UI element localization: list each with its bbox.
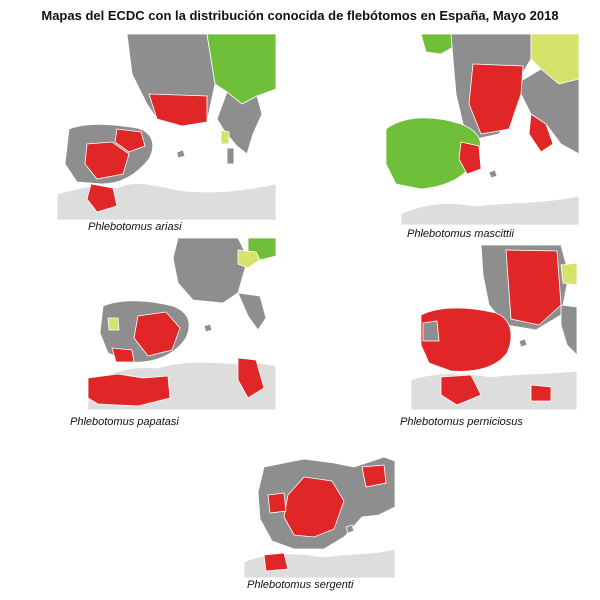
region-introduced bbox=[220, 129, 230, 145]
region-no-data bbox=[518, 338, 528, 348]
region-present bbox=[86, 183, 118, 213]
region-no-data bbox=[237, 292, 267, 331]
region-present bbox=[148, 93, 208, 127]
map-perniciosus bbox=[411, 245, 577, 410]
region-absent bbox=[206, 34, 276, 105]
region-present bbox=[505, 249, 562, 326]
region-absent bbox=[385, 117, 481, 190]
region-no-data bbox=[560, 304, 577, 356]
region-present bbox=[361, 464, 387, 488]
region-present bbox=[440, 374, 482, 406]
region-present bbox=[420, 307, 512, 372]
region-present bbox=[88, 373, 171, 407]
figure-title: Mapas del ECDC con la distribución conoc… bbox=[41, 8, 559, 23]
region-no-data bbox=[488, 169, 498, 179]
region-not-included bbox=[411, 370, 577, 410]
region-present bbox=[528, 113, 554, 153]
region-present bbox=[114, 128, 146, 153]
region-present bbox=[468, 63, 524, 135]
caption-mascittii: Phlebotomus mascittii bbox=[407, 228, 514, 240]
region-no-data bbox=[203, 323, 213, 333]
region-present bbox=[111, 347, 135, 363]
region-present bbox=[133, 311, 181, 357]
caption-ariasi: Phlebotomus ariasi bbox=[88, 221, 182, 233]
caption-perniciosus: Phlebotomus perniciosus bbox=[400, 416, 523, 428]
region-no-data bbox=[345, 524, 355, 534]
map-sergenti bbox=[244, 437, 395, 578]
caption-sergenti: Phlebotomus sergenti bbox=[247, 579, 354, 591]
region-no-data bbox=[226, 147, 235, 165]
region-present bbox=[283, 476, 345, 538]
map-ariasi bbox=[57, 34, 276, 220]
region-absent bbox=[420, 34, 456, 55]
region-not-included bbox=[400, 195, 579, 225]
map-papatasi bbox=[88, 238, 276, 410]
region-present bbox=[530, 384, 552, 402]
caption-papatasi: Phlebotomus papatasi bbox=[70, 416, 179, 428]
region-introduced bbox=[560, 262, 577, 286]
region-introduced bbox=[107, 317, 120, 331]
region-present bbox=[84, 141, 130, 180]
region-present bbox=[458, 141, 482, 175]
region-no-data bbox=[176, 149, 186, 159]
region-no-data bbox=[422, 320, 440, 342]
region-present bbox=[267, 492, 287, 514]
region-introduced bbox=[237, 249, 261, 269]
region-no-data bbox=[172, 238, 249, 304]
region-no-data bbox=[216, 91, 263, 155]
region-present bbox=[263, 552, 289, 572]
region-present bbox=[237, 357, 265, 399]
map-mascittii bbox=[381, 34, 579, 225]
